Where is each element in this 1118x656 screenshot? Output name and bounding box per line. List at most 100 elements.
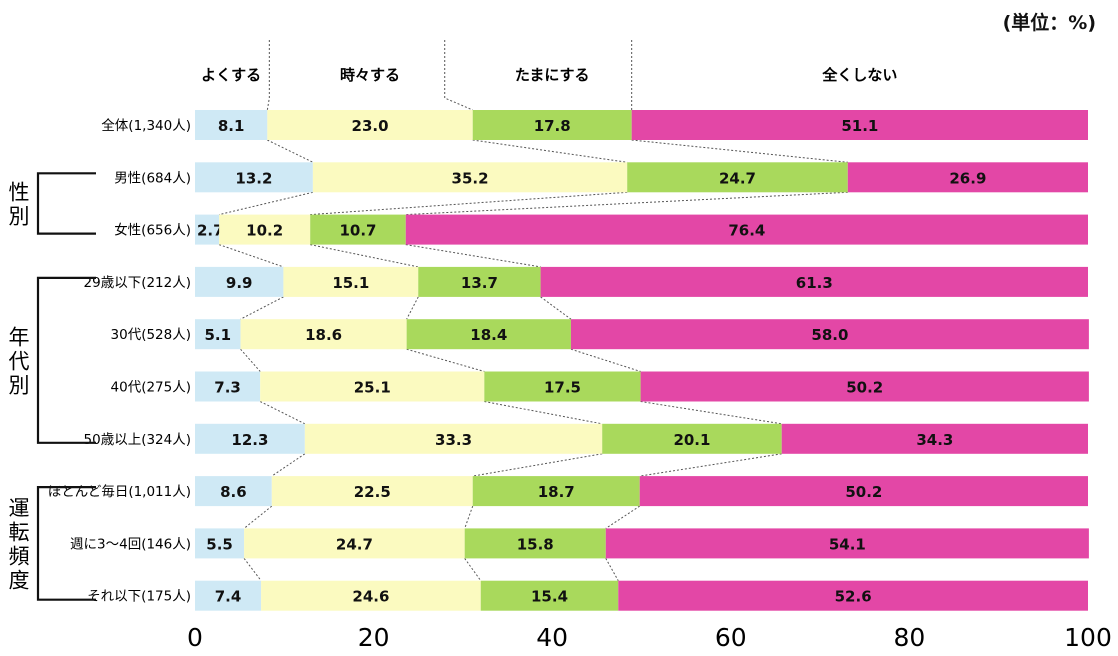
- category-label: 週に3〜4回(146人): [70, 536, 191, 552]
- bar-segment: [570, 319, 1089, 350]
- bar-segment: [240, 319, 407, 350]
- data-label: 25.1: [354, 379, 391, 397]
- connector-line: [540, 296, 572, 320]
- data-label: 5.5: [206, 535, 233, 553]
- category-label: 男性(684人): [114, 170, 191, 186]
- category-label: 30代(528人): [111, 327, 191, 343]
- x-tick-label: 100: [1064, 623, 1112, 652]
- data-label: 52.6: [835, 588, 872, 606]
- category-label: それ以下(175人): [87, 589, 191, 605]
- bar-segment: [605, 528, 1089, 559]
- data-label: 13.7: [461, 274, 498, 292]
- data-label: 10.7: [339, 222, 376, 240]
- legend-label: 全くしない: [821, 66, 897, 84]
- group-label: 運転頻度: [9, 496, 30, 592]
- connector-line: [631, 139, 848, 163]
- bar-segment: [627, 162, 848, 193]
- data-label: 15.1: [332, 274, 369, 292]
- bar-segment: [195, 162, 313, 193]
- bar-segment: [195, 214, 220, 245]
- bar-segment: [639, 476, 1088, 507]
- x-tick-label: 60: [715, 623, 747, 652]
- bar-segment: [631, 110, 1088, 140]
- data-label: 15.8: [517, 535, 554, 553]
- data-label: 10.2: [246, 222, 283, 240]
- group-bracket: [36, 276, 96, 444]
- connector-line: [243, 558, 262, 582]
- data-label: 22.5: [354, 483, 391, 501]
- data-label: 50.2: [846, 379, 883, 397]
- bar-segment: [464, 528, 606, 559]
- bar-segment: [195, 423, 305, 454]
- bar-segment: [267, 110, 473, 140]
- connector-line: [243, 505, 273, 529]
- legend-label: よくする: [201, 66, 261, 84]
- category-label: 女性(656人): [114, 222, 191, 239]
- connector-line: [406, 348, 485, 372]
- connector-line: [605, 505, 640, 529]
- bar-segment: [484, 371, 641, 402]
- data-label: 58.0: [811, 326, 848, 344]
- bar-segment: [472, 110, 632, 140]
- data-label: 23.0: [352, 117, 389, 135]
- bar-segment: [312, 162, 628, 193]
- bar-segment: [472, 476, 640, 507]
- bar-segment: [304, 423, 603, 454]
- unit-note: (単位：%): [1002, 12, 1096, 34]
- data-label: 18.7: [538, 483, 575, 501]
- data-label: 8.1: [218, 117, 245, 135]
- data-label: 5.1: [204, 326, 231, 344]
- bar-segment: [418, 266, 541, 297]
- bar-segment: [602, 423, 782, 454]
- data-label: 15.4: [531, 588, 568, 606]
- connector-line: [464, 505, 474, 529]
- group-bracket: [36, 486, 96, 601]
- data-label: 26.9: [949, 169, 986, 187]
- connector-line: [259, 401, 306, 425]
- connector-line: [240, 348, 261, 372]
- header-separator: [444, 40, 473, 111]
- data-label: 50.2: [845, 483, 882, 501]
- bar-segment: [195, 580, 262, 611]
- connector-line: [570, 348, 641, 372]
- bar-segment: [540, 266, 1088, 297]
- data-label: 7.3: [214, 379, 241, 397]
- bar-segment: [195, 110, 268, 140]
- data-label: 7.4: [215, 588, 242, 606]
- connector-line: [605, 558, 619, 581]
- connector-line: [271, 453, 306, 477]
- connector-line: [218, 191, 313, 216]
- data-label: 2.7: [197, 222, 224, 240]
- data-label: 12.3: [231, 431, 268, 449]
- group-label: 性別: [9, 180, 30, 228]
- connector-line: [405, 191, 848, 216]
- connector-line: [484, 401, 603, 425]
- bar-segment: [618, 580, 1088, 611]
- bar-segment: [283, 266, 419, 297]
- bar-segment: [195, 528, 245, 559]
- bar-segment: [195, 371, 261, 402]
- data-label: 54.1: [829, 535, 866, 553]
- category-label: 全体(1,340人): [101, 117, 191, 134]
- data-label: 34.3: [916, 431, 953, 449]
- connector-line: [639, 453, 782, 477]
- data-label: 13.2: [235, 169, 272, 187]
- data-label: 9.9: [226, 274, 253, 292]
- x-tick-label: 80: [893, 623, 925, 652]
- data-label: 18.6: [305, 326, 342, 344]
- connector-line: [405, 244, 541, 268]
- x-tick-label: 40: [536, 623, 568, 652]
- connector-line: [472, 139, 628, 163]
- data-label: 20.1: [673, 431, 710, 449]
- data-label: 17.8: [534, 117, 571, 135]
- category-label: 50歳以上(324人): [84, 432, 191, 448]
- bar-segment: [244, 528, 465, 559]
- legend-label: 時々する: [340, 66, 400, 84]
- bar-segment: [310, 214, 406, 245]
- bar-segment: [406, 319, 571, 350]
- bar-segment: [195, 319, 241, 350]
- data-label: 33.3: [435, 431, 472, 449]
- bar-segment: [781, 423, 1088, 454]
- data-label: 24.7: [336, 535, 373, 553]
- connector-line: [240, 296, 284, 320]
